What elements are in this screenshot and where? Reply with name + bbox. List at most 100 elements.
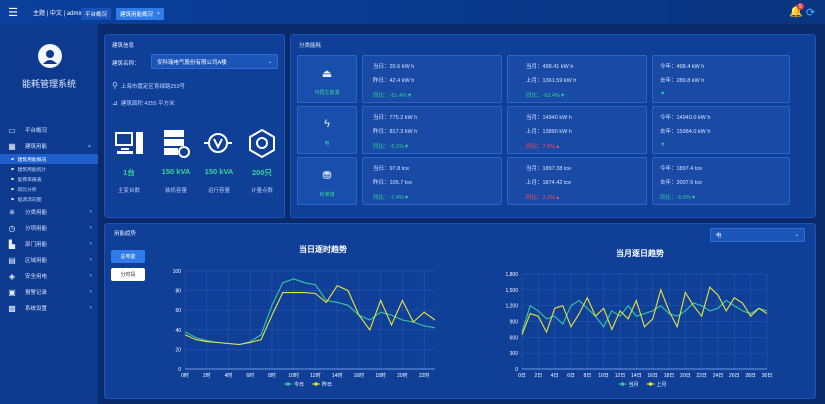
sidebar-item-label: 安全用电 <box>25 274 48 280</box>
daily-stats-card: 当日：97.8 tce 昨日：105.7 tce 同比：-7.4%▼ <box>362 157 502 205</box>
x-tick-label: 28日 <box>745 373 756 379</box>
x-tick-label: 24日 <box>713 373 724 379</box>
legend-marker <box>620 382 625 386</box>
x-tick-label: 4时 <box>225 372 233 379</box>
sidebar-subitem-yoy-analysis[interactable]: 同比分析 <box>0 184 98 194</box>
computer-icon <box>111 127 147 159</box>
menu-toggle-icon[interactable]: ☰ <box>8 6 18 19</box>
legend-marker <box>286 382 290 386</box>
daily-stats-card: 当日：775.2 kW h 昨日：817.3 kW h 同比：-5.1%▼ <box>362 106 502 154</box>
time-period-button[interactable]: 分时段 <box>111 268 145 281</box>
energy-type-select[interactable]: 电 ⌄ <box>710 228 805 242</box>
chart-title-daily: 当月逐日趋势 <box>616 249 664 258</box>
sidebar: 能耗管理系统 ▭ 平台概况 ▦ 建筑用能 ▲ 建筑用能概况 建筑用能统计 复费率报表 … <box>0 24 98 404</box>
chevron-down-icon: ▾ <box>89 257 92 263</box>
month-value: 当月：498.41 kW h <box>526 64 574 70</box>
month-value: 当月：1897.38 tce <box>526 166 572 172</box>
sidebar-item-platform-overview[interactable]: ▭ 平台概况 <box>0 122 98 138</box>
sidebar-subitem-energy-flow[interactable]: 能源流向图 <box>0 194 98 204</box>
x-tick-label: 18时 <box>375 372 386 379</box>
month-value: 当月：14940 kW h <box>526 115 572 121</box>
category-card-renewable[interactable]: ⏏ 可再生能源 <box>297 55 357 103</box>
sidebar-item-electrical-safety[interactable]: ◈ 安全用电 ▾ <box>0 268 98 284</box>
sidebar-item-label: 部门用能 <box>25 242 48 248</box>
category-card-standard-coal[interactable]: ⛃ 标准煤 <box>297 157 357 205</box>
daily-stats-card: 当日：20.6 kW h 昨日：42.4 kW h 同比：-51.4%▼ <box>362 55 502 103</box>
sidebar-item-system-settings[interactable]: ▩ 系统设置 ▾ <box>0 300 98 316</box>
y-tick-label: 100 <box>173 269 182 275</box>
sidebar-item-label: 能源流向图 <box>17 197 42 203</box>
last-month-value: 上月：1874.42 tce <box>526 180 572 186</box>
sidebar-item-label: 同比分析 <box>17 187 37 193</box>
category-name: 标准煤 <box>319 192 335 198</box>
x-tick-label: 22时 <box>419 372 430 379</box>
today-value: 当日：775.2 kW h <box>373 115 418 121</box>
department-icon: ▙ <box>8 239 16 249</box>
sidebar-nav: ▭ 平台概况 ▦ 建筑用能 ▲ 建筑用能概况 建筑用能统计 复费率报表 同比分析 能源… <box>0 122 98 316</box>
legend-marker <box>648 382 653 386</box>
month-compare: 同比：-63.4%▼ <box>526 93 566 99</box>
building-icon: ▦ <box>8 141 16 151</box>
area-icon: ▤ <box>8 255 16 265</box>
daily-trend-chart: 0 300 600 900 1,200 1,500 1,800 0日 2日 4日 6日 8日 10日 12… <box>505 272 773 388</box>
building-select[interactable]: 安科瑞电气股份有限公司A楼 ⌄ <box>151 54 278 69</box>
chevron-up-icon: ▲ <box>87 143 92 149</box>
sidebar-item-alarm-records[interactable]: ▣ 报警记录 ▾ <box>0 284 98 300</box>
x-tick-label: 16日 <box>647 373 658 379</box>
sidebar-item-category-energy[interactable]: ✳ 分类用能 ▾ <box>0 204 98 220</box>
area-text: 建筑面积 4255 平方米 <box>120 101 175 107</box>
y-tick-label: 20 <box>175 347 181 353</box>
x-tick-label: 8日 <box>583 373 591 379</box>
y-tick-label: 300 <box>510 351 519 357</box>
sidebar-item-area-energy[interactable]: ▤ 区域用能 ▾ <box>0 252 98 268</box>
legend-label: 昨日 <box>322 381 332 388</box>
yearly-stats-card: 今年：498.4 kW h 去年：289.8 kW h ▼ <box>652 55 790 103</box>
panel-title: 用能趋势 <box>114 231 137 237</box>
y-tick-label: 1,800 <box>505 272 518 278</box>
user-menu[interactable]: 主题 | 中文 | admin ▾ <box>33 10 88 17</box>
panel-title: 建筑信息 <box>112 43 135 49</box>
y-tick-label: 40 <box>175 328 181 334</box>
close-icon[interactable]: × <box>157 11 160 17</box>
tab-platform-overview[interactable]: 平台概况 <box>81 8 112 20</box>
last-year-value: 去年：289.8 kW h <box>660 78 705 84</box>
sidebar-item-label: 区域用能 <box>25 258 48 264</box>
refresh-icon[interactable]: ⟳ <box>806 7 816 19</box>
total-energy-button[interactable]: 总电能 <box>111 250 145 263</box>
building-address: ⚲ 上海市嘉定区育绿路253号 <box>112 81 185 90</box>
building-info-panel: 建筑信息 建筑名称： 安科瑞电气股份有限公司A楼 ⌄ ⚲ 上海市嘉定区育绿路253号… <box>104 34 285 218</box>
year-compare: 同比：-5.5%▼ <box>660 195 697 201</box>
panel-title: 分类能耗 <box>299 43 322 49</box>
x-tick-label: 22日 <box>696 373 707 379</box>
lightning-icon: ϟ <box>324 118 330 130</box>
sidebar-item-department-energy[interactable]: ▙ 部门用能 ▾ <box>0 236 98 252</box>
stat-value: 150 kVA <box>204 167 234 176</box>
bullet-icon <box>11 167 14 171</box>
location-pin-icon: ⚲ <box>112 81 118 90</box>
bullet-icon <box>11 197 14 201</box>
chevron-down-icon: ▾ <box>89 241 92 247</box>
notification-badge: 5 <box>797 3 804 10</box>
series-line <box>521 299 768 333</box>
x-tick-label: 30日 <box>762 373 773 379</box>
day-compare: 同比：-5.1%▼ <box>373 144 410 150</box>
category-name: 可再生能源 <box>314 90 340 96</box>
yearly-stats-card: 今年：14940.0 kW h 去年：15984.0 kW h ▼ <box>652 106 790 154</box>
settings-icon: ▩ <box>8 303 16 313</box>
sidebar-item-building-energy[interactable]: ▦ 建筑用能 ▲ <box>0 138 98 154</box>
y-tick-label: 900 <box>510 320 519 326</box>
stat-label: 运行容量 <box>207 188 230 194</box>
year-value: 今年：498.4 kW h <box>660 64 705 70</box>
x-tick-label: 10日 <box>598 373 609 379</box>
stat-value: 1台 <box>123 168 135 177</box>
category-card-electricity[interactable]: ϟ 电 <box>297 106 357 154</box>
sidebar-subitem-tariff-report[interactable]: 复费率报表 <box>0 174 98 184</box>
sidebar-subitem-building-overview[interactable]: 建筑用能概况 <box>0 154 98 164</box>
monthly-stats-card: 当月：498.41 kW h 上月：1361.59 kW h 同比：-63.4%… <box>507 55 647 103</box>
sidebar-subitem-building-stats[interactable]: 建筑用能统计 <box>0 164 98 174</box>
yesterday-value: 昨日：42.4 kW h <box>373 78 415 84</box>
tab-building-energy-overview[interactable]: 建筑用能概况 × <box>116 8 164 20</box>
sidebar-item-itemized-energy[interactable]: ◷ 分项用能 ▾ <box>0 220 98 236</box>
x-tick-label: 8时 <box>268 372 276 379</box>
monthly-stats-card: 当月：1897.38 tce 上月：1874.42 tce 同比：1.2%▲ <box>507 157 647 205</box>
